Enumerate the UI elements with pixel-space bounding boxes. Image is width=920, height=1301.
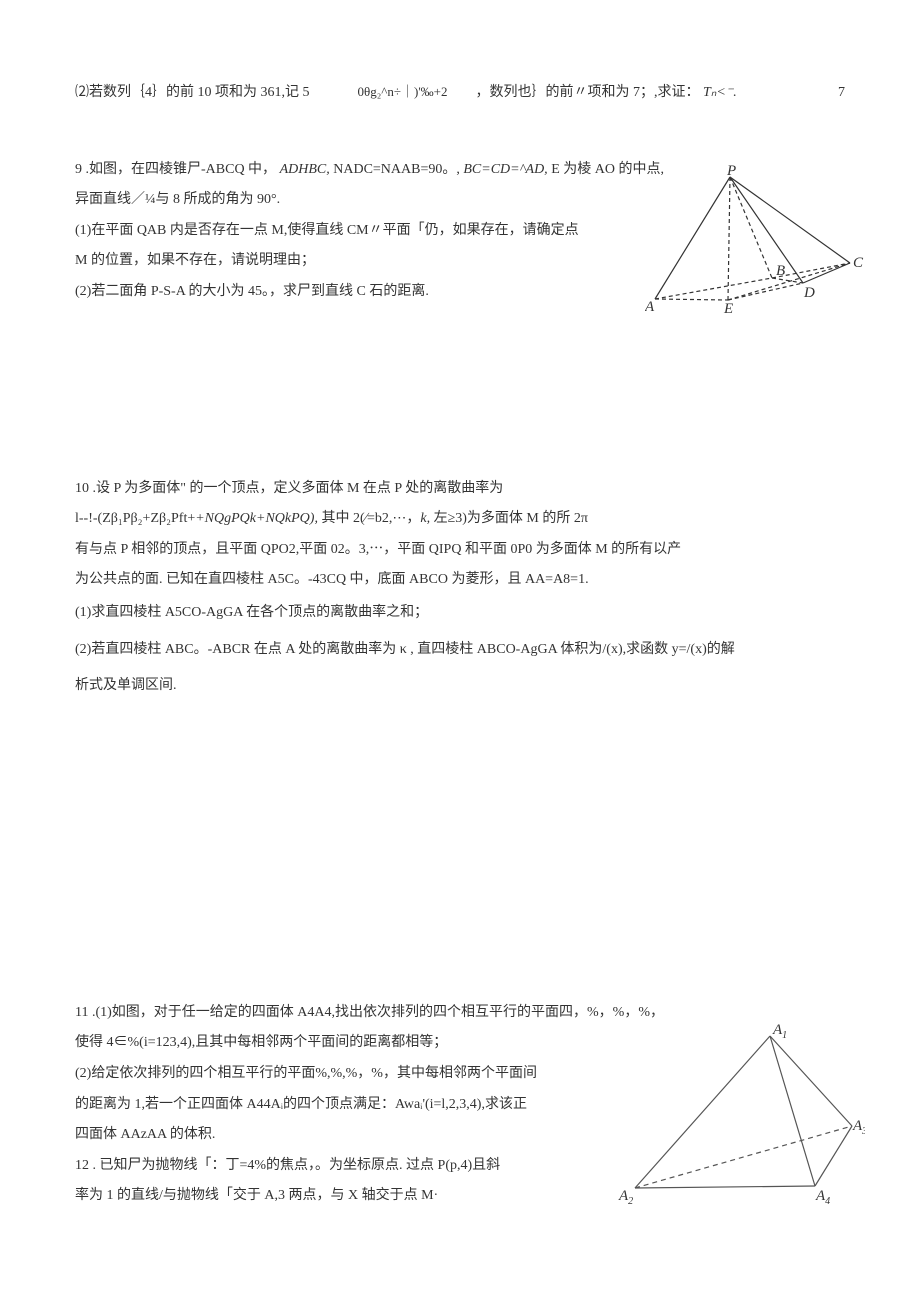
page-number: 7 xyxy=(838,80,845,107)
p10-l2b: +NQgPQk+NQkPQ), xyxy=(195,511,318,526)
p9-head3: NADC=NAAB=90。, xyxy=(333,162,460,177)
p10-l4: 为公共点的面. 已知在直四棱柱 A5C。-43CQ 中，底面 ABCO 为菱形，… xyxy=(75,567,845,594)
label-A: A xyxy=(645,299,655,313)
p10-l2c: 其中 2(∕=b2,⋯， xyxy=(318,511,420,526)
p9-head: 9 .如图，在四棱锥尸-ABCQ 中， xyxy=(75,162,276,177)
problem-9: 9 .如图，在四棱锥尸-ABCQ 中， ADHBC, NADC=NAAB=90。… xyxy=(75,157,845,306)
p10-l1: 10 .设 P 为多面体" 的一个顶点，定义多面体 M 在点 P 处的离散曲率为 xyxy=(75,476,845,503)
label-P: P xyxy=(726,163,736,179)
pyramid-diagram: P A B C D E xyxy=(645,163,865,313)
label-E: E xyxy=(723,301,733,313)
p11-l2: 使得 4∈%(i=123,4),且其中每相邻两个平面间的距离都相等； xyxy=(75,1030,695,1057)
label-A4: A4 xyxy=(815,1188,830,1207)
p9-head-italic2: BC=CD=^AD, xyxy=(463,162,547,177)
p11-l4: 的距离为 1,若一个正四面体 A44Aᵢ的四个顶点满足：Awaᵢ'(i=l,2,… xyxy=(75,1092,695,1119)
p10-l3: 有与点 P 相邻的顶点，且平面 QPO2,平面 02。3,⋯，平面 QIPQ 和… xyxy=(75,537,845,564)
page-header: 7 ⑵若数列｛4｝的前 10 项和为 361,记 5 0θg₂^n÷｜)'‰+2… xyxy=(75,80,845,107)
p9-head-italic1: ADHBC, xyxy=(280,162,330,177)
label-C: C xyxy=(853,255,864,271)
q2-text-left: ⑵若数列｛4｝的前 10 项和为 361,记 5 xyxy=(75,80,310,107)
q2-tail: Tₙ<⁻. xyxy=(703,85,737,100)
p10-l6: (2)若直四棱柱 ABC。-ABCR 在点 A 处的离散曲率为 κ , 直四棱柱… xyxy=(75,637,845,664)
p10-l2: l--!-(Zβ₁Pβ₂+Zβ₂Pft++NQgPQk+NQkPQ), 其中 2… xyxy=(75,506,845,533)
label-B: B xyxy=(776,263,785,279)
label-A3: A3 xyxy=(852,1118,865,1137)
label-D: D xyxy=(803,285,815,301)
problem-11: 11 .(1)如图，对于任一给定的四面体 A4A4,找出依次排列的四个相互平行的… xyxy=(75,1000,845,1210)
problem-10: 10 .设 P 为多面体" 的一个顶点，定义多面体 M 在点 P 处的离散曲率为… xyxy=(75,476,845,700)
label-A1: A1 xyxy=(772,1022,787,1041)
q2-continuation: ⑵若数列｛4｝的前 10 项和为 361,记 5 0θg₂^n÷｜)'‰+2 ，… xyxy=(75,80,845,107)
p9-line1: 9 .如图，在四棱锥尸-ABCQ 中， ADHBC, NADC=NAAB=90。… xyxy=(75,157,715,184)
p10-l2d: k, xyxy=(420,511,430,526)
p10-l5: (1)求直四棱柱 A5CO-AgGA 在各个顶点的离散曲率之和； xyxy=(75,600,845,627)
p12-l2: 率为 1 的直线/与抛物线「交于 A,3 两点，与 X 轴交于点 M· xyxy=(75,1183,695,1210)
tetrahedron-diagram: A1 A2 A3 A4 xyxy=(615,1018,865,1208)
p12-l1: 12 . 已知尸为抛物线「：丁=4%的焦点，。为坐标原点. 过点 P(p,4)且… xyxy=(75,1153,695,1180)
p10-l7: 析式及单调区间. xyxy=(75,673,845,700)
q2-text-right: ，数列也｝的前〃项和为 7；,求证： Tₙ<⁻. xyxy=(476,80,737,107)
label-A2: A2 xyxy=(618,1188,633,1207)
p9-sub2: (2)若二面角 P-S-A 的大小为 45。，求尸到直线 C 石的距离. xyxy=(75,279,715,306)
p9-sub1: (1)在平面 QAB 内是否存在一点 M,使得直线 CM〃平面「仍，如果存在，请… xyxy=(75,218,715,245)
q2-formula: 0θg₂^n÷｜)'‰+2 xyxy=(358,80,448,105)
p11-l1: 11 .(1)如图，对于任一给定的四面体 A4A4,找出依次排列的四个相互平行的… xyxy=(75,1000,695,1027)
p9-line2: 异面直线／¼与 8 所成的角为 90°. xyxy=(75,187,715,214)
p10-l2e: 左≥3)为多面体 M 的所 2π xyxy=(430,511,588,526)
p9-sub1b: M 的位置，如果不存在，请说明理由； xyxy=(75,248,715,275)
p11-l3: (2)给定依次排列的四个相互平行的平面%,%,%，%，其中每相邻两个平面间 xyxy=(75,1061,695,1088)
p10-l2a: l--!-(Zβ₁Pβ₂+Zβ₂Pft+ xyxy=(75,511,195,526)
p11-l5: 四面体 AAzAA 的体积. xyxy=(75,1122,695,1149)
q2-part-b: ，数列也｝的前〃项和为 7；,求证： xyxy=(476,85,700,100)
